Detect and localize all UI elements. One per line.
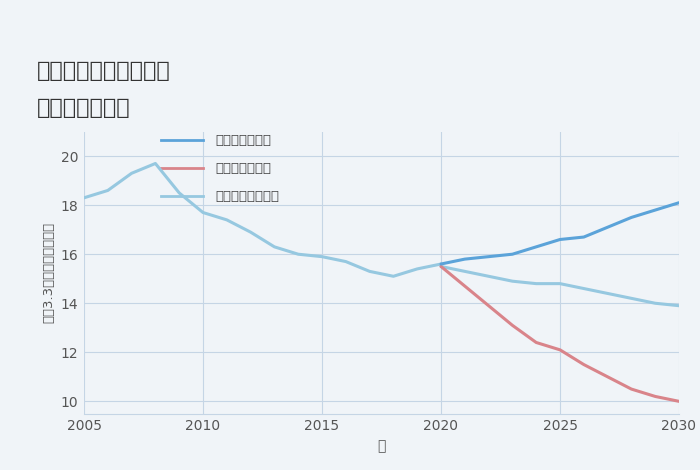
Text: 土地の価格推移: 土地の価格推移 (36, 98, 130, 118)
X-axis label: 年: 年 (377, 439, 386, 453)
Text: ノーマルシナリオ: ノーマルシナリオ (215, 190, 279, 203)
Text: バッドシナリオ: バッドシナリオ (215, 162, 271, 175)
Y-axis label: 坪（3.3㎡）単価（万円）: 坪（3.3㎡）単価（万円） (42, 222, 55, 323)
Text: グッドシナリオ: グッドシナリオ (215, 133, 271, 147)
Text: 三重県松阪市阪内町の: 三重県松阪市阪内町の (36, 61, 170, 81)
